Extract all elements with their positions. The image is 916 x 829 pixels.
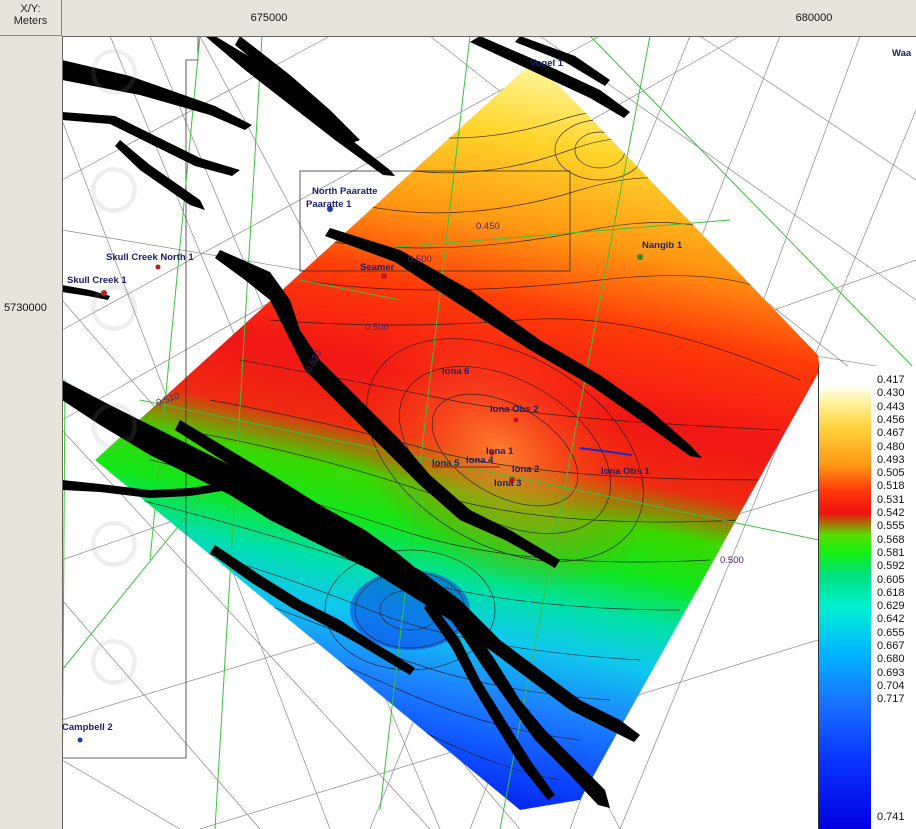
colorbar-legend: 0.417 0.430 0.443 0.456 0.467 0.480 0.493 0.505… — [818, 366, 916, 829]
colorbar-tick-label: 0.417 — [877, 374, 905, 386]
colorbar-tick-label: 0.717 — [877, 693, 905, 706]
contour-label: 0.500 — [408, 254, 432, 265]
y-tick-label: 5730000 — [4, 302, 47, 314]
colorbar-tick-label: 0.531 — [877, 493, 905, 506]
colorbar-tick-label: 0.618 — [877, 586, 905, 599]
colorbar-tick-label: 0.581 — [877, 546, 905, 559]
colorbar-tick-label: 0.655 — [877, 626, 905, 639]
watermark-logo-icon: ○○○○○○ — [56, 10, 172, 718]
x-tick-label: 680000 — [795, 12, 833, 24]
x-tick-label: 675000 — [250, 12, 288, 24]
contour-label: 0.500 — [365, 322, 389, 333]
colorbar-tick-label: 0.480 — [877, 440, 905, 453]
well-label[interactable]: Iona Obs 2 — [490, 404, 539, 415]
colorbar-tick-label: 0.629 — [877, 600, 905, 613]
colorbar-tick-label: 0.568 — [877, 533, 905, 546]
colorbar-tick-label: 0.518 — [877, 480, 905, 493]
coordinate-units-label: X/Y: Meters — [0, 0, 62, 36]
colorbar-tick-label: 0.704 — [877, 679, 905, 692]
horizon-surface — [95, 60, 820, 810]
contour-label: 0.450 — [476, 221, 500, 232]
coord-label: X/Y: — [20, 3, 41, 15]
colorbar-tick-label: 0.505 — [877, 467, 905, 480]
well-label[interactable]: Campbell 2 — [62, 722, 113, 733]
colorbar-tick-label: 0.693 — [877, 666, 905, 679]
well-label[interactable]: Skull Creek North 1 — [106, 252, 194, 263]
units-label: Meters — [13, 15, 48, 27]
colorbar-tick-label: 0.667 — [877, 640, 905, 652]
colorbar-tick-label: 0.456 — [877, 413, 905, 426]
colorbar-tick-label: 0.642 — [877, 613, 905, 626]
colorbar-tick-label: 0.542 — [877, 507, 905, 519]
well-label[interactable]: North Paaratte — [312, 186, 378, 197]
contour-label: 0.500 — [720, 555, 744, 566]
colorbar-tick-label: 0.605 — [877, 573, 905, 586]
well-label[interactable]: Iona 5 — [432, 458, 460, 469]
well-markers — [77, 206, 643, 743]
colorbar-tick-label: 0.555 — [877, 520, 905, 533]
well-label[interactable]: Iona 2 — [512, 464, 540, 475]
watermark: ○○○○○○ — [54, 10, 173, 718]
well-label[interactable]: Vogel 1 — [530, 58, 564, 69]
colorbar-tick-label: 0.741 — [877, 811, 905, 823]
fault-polygons — [40, 36, 702, 808]
well-label[interactable]: Waa — [892, 48, 912, 59]
well-label[interactable]: Skull Creek 1 — [67, 275, 127, 286]
well-label[interactable]: Iona 4 — [466, 455, 494, 466]
colorbar-tick-label: 0.467 — [877, 427, 905, 440]
well-label[interactable]: Iona 6 — [442, 366, 470, 377]
colorbar-tick-label: 0.592 — [877, 560, 905, 573]
well-label[interactable]: Iona Obs 1 — [601, 466, 650, 477]
x-axis-ruler: 675000 680000 — [62, 0, 916, 37]
colorbar-tick-label: 0.493 — [877, 453, 905, 466]
well-label[interactable]: Iona 3 — [494, 478, 522, 489]
well-label[interactable]: Nangib 1 — [642, 240, 683, 251]
well-label[interactable]: Paaratte 1 — [306, 199, 352, 210]
colorbar-tick-label: 0.430 — [877, 387, 905, 400]
colorbar-gradient — [819, 384, 871, 829]
well-label[interactable]: Iona 1 — [486, 446, 514, 457]
colorbar-tick-label: 0.680 — [877, 653, 905, 666]
well-label[interactable]: Seamer — [360, 262, 395, 273]
y-axis-ruler: 5730000 — [0, 36, 63, 829]
colorbar-tick-label: 0.443 — [877, 400, 905, 413]
